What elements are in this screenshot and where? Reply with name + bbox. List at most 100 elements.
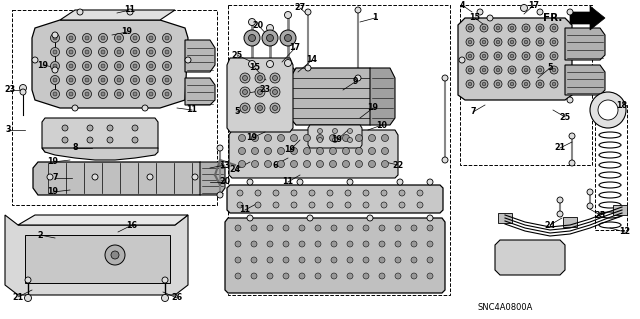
Circle shape <box>273 190 279 196</box>
Circle shape <box>285 11 291 19</box>
Circle shape <box>99 90 108 99</box>
Circle shape <box>101 92 105 96</box>
Circle shape <box>355 7 361 13</box>
Circle shape <box>590 92 626 128</box>
Circle shape <box>32 57 38 63</box>
Polygon shape <box>290 68 378 125</box>
Circle shape <box>83 62 92 70</box>
Circle shape <box>283 257 289 263</box>
Circle shape <box>111 251 119 259</box>
Circle shape <box>494 52 502 60</box>
Circle shape <box>494 38 502 46</box>
Circle shape <box>255 190 261 196</box>
Text: 24: 24 <box>229 166 241 174</box>
Circle shape <box>442 75 448 81</box>
Circle shape <box>117 78 121 82</box>
Circle shape <box>25 277 31 283</box>
Polygon shape <box>42 148 158 160</box>
Circle shape <box>317 160 323 167</box>
Circle shape <box>266 34 273 41</box>
Text: SNC4A0800A: SNC4A0800A <box>477 303 532 313</box>
Circle shape <box>163 62 172 70</box>
Circle shape <box>53 50 57 54</box>
Circle shape <box>165 64 169 68</box>
Circle shape <box>266 25 273 32</box>
Circle shape <box>477 9 483 15</box>
Circle shape <box>347 241 353 247</box>
Circle shape <box>192 174 198 180</box>
Circle shape <box>291 135 298 142</box>
Text: 19: 19 <box>47 188 58 197</box>
Circle shape <box>165 92 169 96</box>
Circle shape <box>235 273 241 279</box>
Circle shape <box>363 225 369 231</box>
Circle shape <box>395 273 401 279</box>
Text: 20: 20 <box>252 20 264 29</box>
Circle shape <box>147 174 153 180</box>
Circle shape <box>537 9 543 15</box>
Text: 11: 11 <box>239 205 250 214</box>
Text: 5: 5 <box>234 108 240 116</box>
Circle shape <box>252 147 259 154</box>
Text: 26: 26 <box>172 293 182 302</box>
Circle shape <box>598 100 618 120</box>
Circle shape <box>273 202 279 208</box>
Circle shape <box>427 273 433 279</box>
Circle shape <box>99 48 108 56</box>
Circle shape <box>333 129 337 133</box>
Circle shape <box>522 52 530 60</box>
Circle shape <box>299 257 305 263</box>
Circle shape <box>427 241 433 247</box>
Circle shape <box>327 202 333 208</box>
Circle shape <box>131 33 140 42</box>
Circle shape <box>69 36 73 40</box>
Polygon shape <box>495 240 565 275</box>
Circle shape <box>355 160 362 167</box>
Circle shape <box>538 82 542 86</box>
Circle shape <box>379 257 385 263</box>
Circle shape <box>494 80 502 88</box>
Circle shape <box>524 82 528 86</box>
Text: 7: 7 <box>52 174 58 182</box>
Circle shape <box>508 52 516 60</box>
Circle shape <box>468 26 472 30</box>
Circle shape <box>255 73 265 83</box>
Circle shape <box>307 215 313 221</box>
Circle shape <box>522 66 530 74</box>
Circle shape <box>237 202 243 208</box>
Circle shape <box>309 190 315 196</box>
Circle shape <box>270 87 280 97</box>
Text: 15: 15 <box>470 13 481 23</box>
Circle shape <box>557 211 563 217</box>
Circle shape <box>267 257 273 263</box>
Circle shape <box>283 225 289 231</box>
Text: 9: 9 <box>352 78 358 86</box>
Circle shape <box>132 137 138 143</box>
Circle shape <box>397 179 403 185</box>
Circle shape <box>264 160 271 167</box>
Circle shape <box>496 54 500 58</box>
Circle shape <box>251 257 257 263</box>
Polygon shape <box>565 28 605 60</box>
Circle shape <box>363 241 369 247</box>
Circle shape <box>237 190 243 196</box>
Circle shape <box>355 147 362 154</box>
Circle shape <box>107 125 113 131</box>
Circle shape <box>235 241 241 247</box>
Circle shape <box>567 97 573 103</box>
Circle shape <box>299 225 305 231</box>
Text: 19: 19 <box>38 61 49 70</box>
Circle shape <box>315 225 321 231</box>
Circle shape <box>99 33 108 42</box>
Text: 1: 1 <box>372 13 378 23</box>
Circle shape <box>536 80 544 88</box>
Circle shape <box>83 33 92 42</box>
Circle shape <box>217 145 223 151</box>
Circle shape <box>255 87 265 97</box>
Circle shape <box>317 135 323 142</box>
Circle shape <box>20 89 26 95</box>
Circle shape <box>87 125 93 131</box>
Circle shape <box>251 225 257 231</box>
Circle shape <box>411 225 417 231</box>
Circle shape <box>411 241 417 247</box>
